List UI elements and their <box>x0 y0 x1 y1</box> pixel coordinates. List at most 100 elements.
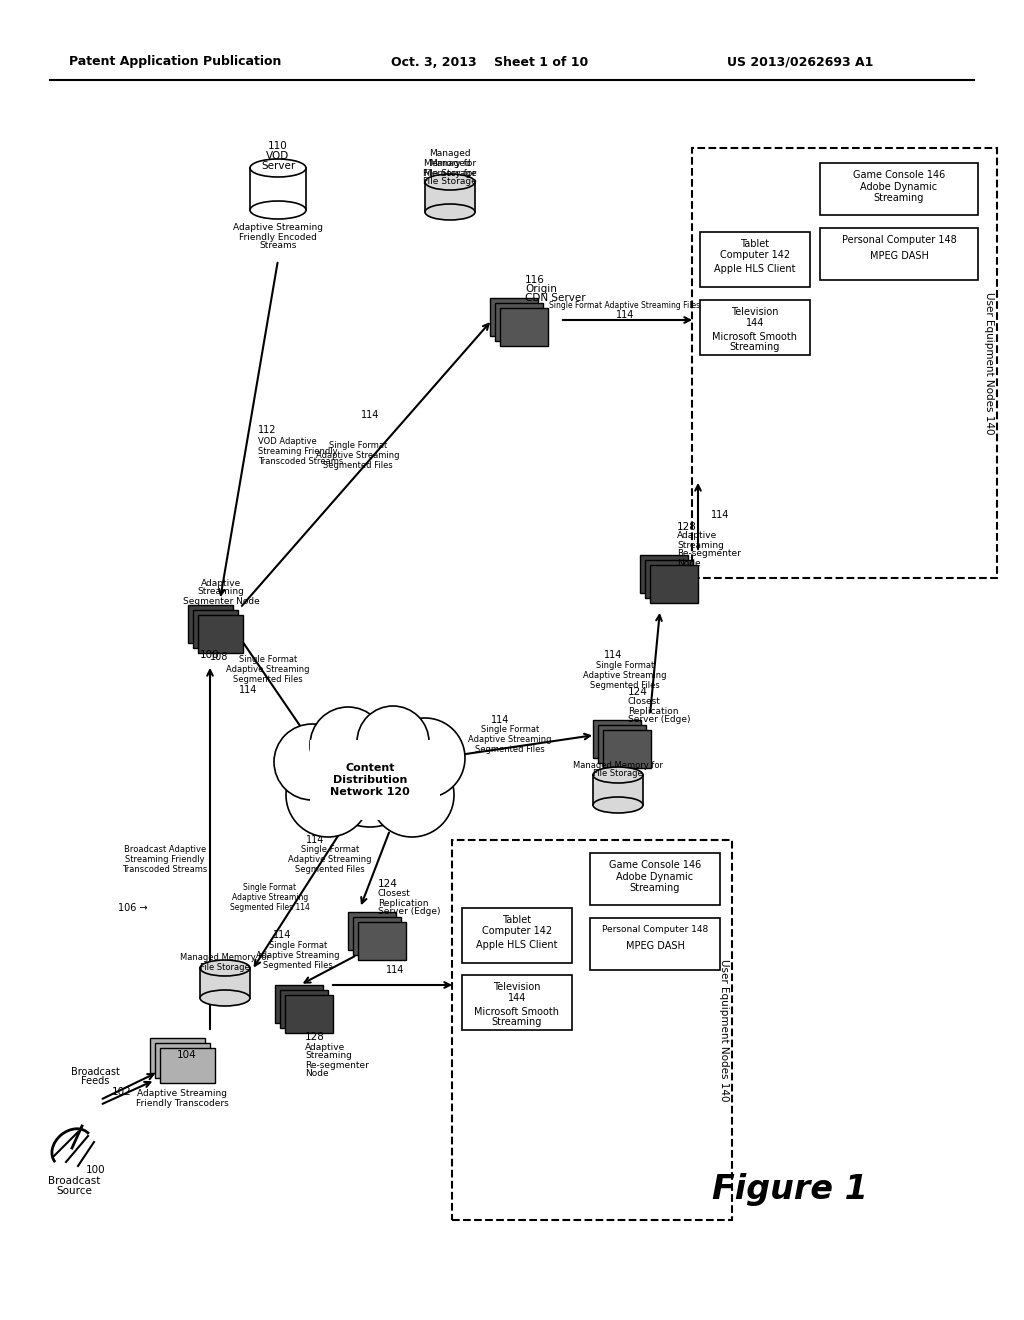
Text: Adaptive Streaming: Adaptive Streaming <box>256 950 340 960</box>
Text: 106 →: 106 → <box>119 903 148 913</box>
Bar <box>590 853 720 906</box>
Text: Single Format: Single Format <box>269 940 327 949</box>
Bar <box>462 975 572 1030</box>
Text: Patent Application Publication: Patent Application Publication <box>69 55 282 69</box>
Ellipse shape <box>593 767 643 783</box>
Text: Adaptive Streaming: Adaptive Streaming <box>288 855 372 865</box>
Circle shape <box>385 718 465 799</box>
Text: Friendly Encoded: Friendly Encoded <box>239 232 317 242</box>
Text: 114: 114 <box>239 685 257 696</box>
Text: Microsoft Smooth: Microsoft Smooth <box>713 333 798 342</box>
Text: Source: Source <box>56 1185 92 1196</box>
Text: 114: 114 <box>604 649 623 660</box>
Text: Memory for: Memory for <box>424 160 476 169</box>
Text: VOD Adaptive: VOD Adaptive <box>258 437 316 446</box>
Text: 110: 110 <box>268 141 288 150</box>
Text: Adaptive: Adaptive <box>305 1043 345 1052</box>
Text: 114: 114 <box>386 965 404 975</box>
Text: Distribution: Distribution <box>333 775 408 785</box>
Bar <box>150 1038 205 1073</box>
Text: Segmented Files: Segmented Files <box>475 746 545 755</box>
Text: US 2013/0262693 A1: US 2013/0262693 A1 <box>727 55 873 69</box>
Text: Streaming Friendly: Streaming Friendly <box>258 446 338 455</box>
Text: 108: 108 <box>210 652 228 663</box>
Text: Server: Server <box>261 161 295 172</box>
Text: Replication: Replication <box>628 706 679 715</box>
Ellipse shape <box>200 990 250 1006</box>
Text: Adaptive: Adaptive <box>201 578 241 587</box>
Text: Segmented Files: Segmented Files <box>590 681 659 689</box>
Text: 102: 102 <box>112 1086 132 1097</box>
Text: Re-segmenter: Re-segmenter <box>677 549 741 558</box>
Ellipse shape <box>593 797 643 813</box>
Text: Feeds: Feeds <box>81 1076 110 1086</box>
Ellipse shape <box>200 960 250 975</box>
Text: Computer 142: Computer 142 <box>720 249 791 260</box>
Text: Segmenter Node: Segmenter Node <box>182 597 259 606</box>
Circle shape <box>357 706 429 777</box>
Text: Server (Edge): Server (Edge) <box>378 908 440 916</box>
Bar <box>275 985 323 1023</box>
Bar <box>200 968 250 998</box>
Bar <box>692 148 997 578</box>
Text: Content: Content <box>345 763 394 774</box>
Bar <box>500 308 548 346</box>
Text: CDN Server: CDN Server <box>525 293 586 304</box>
Bar <box>425 182 475 213</box>
Text: 116: 116 <box>525 275 545 285</box>
Bar <box>495 304 543 341</box>
Text: 112: 112 <box>258 425 276 436</box>
Bar <box>280 990 328 1028</box>
Text: Streaming: Streaming <box>730 342 780 352</box>
Text: Re-segmenter: Re-segmenter <box>305 1060 369 1069</box>
Circle shape <box>318 723 422 828</box>
Bar <box>358 921 406 960</box>
Text: MPEG DASH: MPEG DASH <box>869 251 929 261</box>
Text: Node: Node <box>305 1069 329 1078</box>
Bar <box>593 775 643 805</box>
Bar <box>700 300 810 355</box>
Bar <box>820 162 978 215</box>
Text: Adobe Dynamic: Adobe Dynamic <box>860 182 938 191</box>
Text: Oct. 3, 2013    Sheet 1 of 10: Oct. 3, 2013 Sheet 1 of 10 <box>391 55 589 69</box>
Bar <box>645 560 693 598</box>
Circle shape <box>370 752 454 837</box>
Text: Adaptive Streaming: Adaptive Streaming <box>584 671 667 680</box>
Ellipse shape <box>250 158 306 177</box>
Bar <box>490 298 538 337</box>
Text: MPEG DASH: MPEG DASH <box>626 941 684 950</box>
Text: Adaptive Streaming: Adaptive Streaming <box>226 665 309 675</box>
Ellipse shape <box>425 205 475 220</box>
Bar <box>160 1048 215 1082</box>
Text: 108: 108 <box>200 649 220 660</box>
Text: Segmented Files: Segmented Files <box>263 961 333 969</box>
Ellipse shape <box>250 201 306 219</box>
Text: 124: 124 <box>628 686 648 697</box>
Text: 104: 104 <box>177 1049 197 1060</box>
Text: Adaptive Streaming: Adaptive Streaming <box>468 735 552 744</box>
Text: Adaptive Streaming: Adaptive Streaming <box>137 1089 227 1097</box>
Ellipse shape <box>425 174 475 190</box>
Text: User Equipment Nodes 140: User Equipment Nodes 140 <box>719 958 729 1101</box>
Text: Replication: Replication <box>378 899 428 908</box>
Text: Segmented Files: Segmented Files <box>295 866 365 874</box>
Text: 114: 114 <box>272 931 291 940</box>
Text: Single Format: Single Format <box>329 441 387 450</box>
Bar <box>593 719 641 758</box>
Bar <box>452 840 732 1220</box>
Text: Streaming: Streaming <box>873 193 925 203</box>
Text: File Storage: File Storage <box>593 770 643 779</box>
Text: Friendly Transcoders: Friendly Transcoders <box>135 1098 228 1107</box>
Text: 114: 114 <box>360 411 379 420</box>
Text: Single Format: Single Format <box>481 726 539 734</box>
Text: 114: 114 <box>490 715 509 725</box>
Text: Network 120: Network 120 <box>330 787 410 797</box>
Text: Single Format Adaptive Streaming Files: Single Format Adaptive Streaming Files <box>550 301 700 309</box>
Text: Streaming: Streaming <box>677 540 724 549</box>
Text: Microsoft Smooth: Microsoft Smooth <box>474 1007 559 1016</box>
Text: Tablet: Tablet <box>503 915 531 925</box>
Text: Personal Computer 148: Personal Computer 148 <box>842 235 956 246</box>
Bar <box>285 995 333 1034</box>
Text: 128: 128 <box>305 1032 325 1041</box>
Bar <box>193 610 238 648</box>
